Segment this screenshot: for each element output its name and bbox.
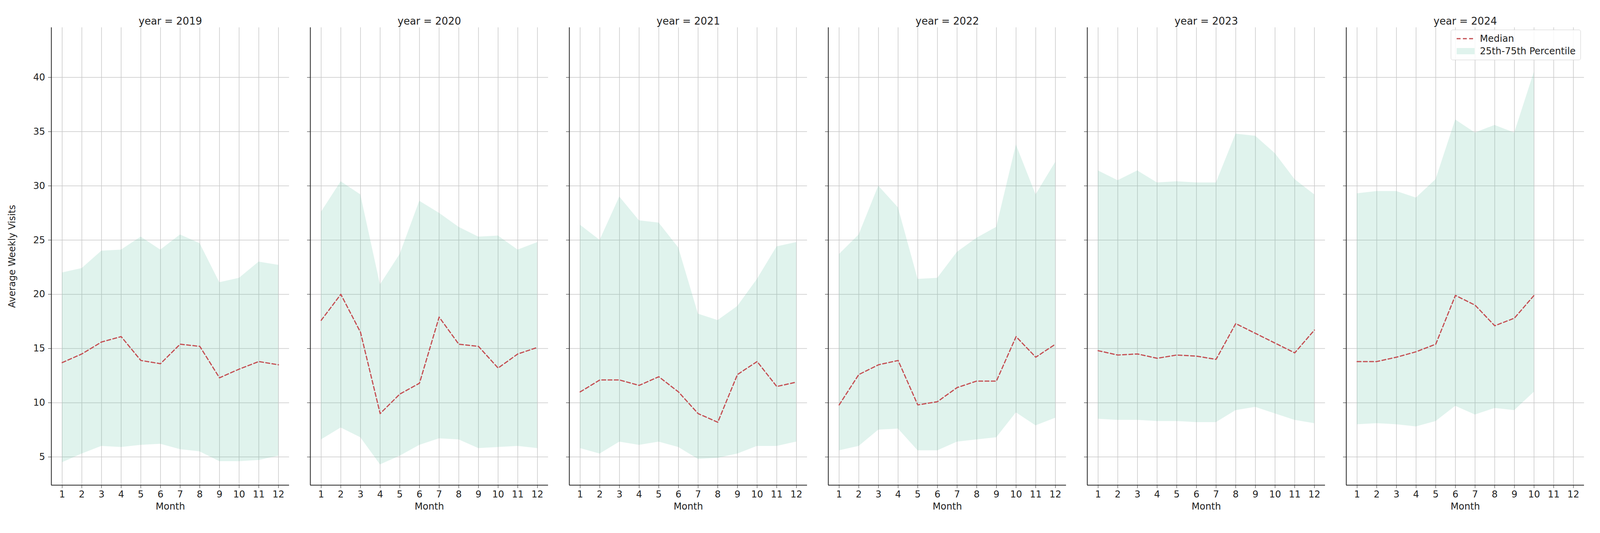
svg-text:12: 12: [272, 489, 285, 500]
svg-text:2: 2: [1114, 489, 1121, 500]
svg-text:5: 5: [137, 489, 144, 500]
svg-text:Month: Month: [932, 501, 962, 513]
svg-text:3: 3: [875, 489, 882, 500]
svg-text:6: 6: [934, 489, 941, 500]
svg-text:5: 5: [39, 451, 45, 463]
svg-text:Month: Month: [673, 501, 703, 513]
svg-text:2: 2: [1373, 489, 1380, 500]
svg-text:4: 4: [894, 489, 901, 500]
svg-text:3: 3: [98, 489, 105, 500]
svg-text:11: 11: [1547, 489, 1560, 500]
svg-text:1: 1: [317, 489, 324, 500]
svg-text:Month: Month: [1191, 501, 1221, 513]
svg-text:8: 8: [455, 489, 462, 500]
svg-text:Month: Month: [155, 501, 185, 513]
svg-text:4: 4: [1153, 489, 1160, 500]
svg-text:12: 12: [1308, 489, 1321, 500]
svg-text:7: 7: [176, 489, 183, 500]
svg-text:5: 5: [1173, 489, 1180, 500]
svg-text:7: 7: [694, 489, 701, 500]
svg-text:4: 4: [376, 489, 383, 500]
svg-text:2: 2: [78, 489, 85, 500]
svg-text:15: 15: [33, 342, 46, 354]
svg-text:9: 9: [734, 489, 741, 500]
html-text:25th-75th Percentile: 25th-75th Percentile: [1479, 45, 1576, 57]
svg-text:9: 9: [993, 489, 1000, 500]
svg-text:2: 2: [596, 489, 603, 500]
svg-text:10: 10: [1268, 489, 1281, 500]
svg-text:1: 1: [835, 489, 842, 500]
svg-text:Average Weekly Visits: Average Weekly Visits: [6, 204, 18, 308]
svg-text:7: 7: [1212, 489, 1219, 500]
svg-text:20: 20: [33, 288, 46, 300]
svg-text:year = 2023: year = 2023: [1174, 15, 1238, 27]
svg-text:4: 4: [1412, 489, 1419, 500]
svg-text:year = 2022: year = 2022: [915, 15, 979, 27]
svg-text:1: 1: [1094, 489, 1101, 500]
svg-text:3: 3: [357, 489, 364, 500]
svg-text:40: 40: [33, 71, 46, 83]
svg-text:9: 9: [216, 489, 223, 500]
svg-text:10: 10: [232, 489, 245, 500]
svg-text:25: 25: [33, 234, 46, 246]
svg-text:year = 2019: year = 2019: [138, 15, 202, 27]
svg-text:11: 11: [1288, 489, 1301, 500]
svg-text:10: 10: [491, 489, 504, 500]
svg-text:35: 35: [33, 126, 46, 138]
svg-text:10: 10: [33, 397, 46, 409]
svg-text:4: 4: [117, 489, 124, 500]
svg-text:6: 6: [1193, 489, 1200, 500]
svg-text:9: 9: [475, 489, 482, 500]
svg-text:10: 10: [750, 489, 763, 500]
svg-text:9: 9: [1511, 489, 1518, 500]
svg-text:12: 12: [790, 489, 803, 500]
svg-text:11: 11: [252, 489, 265, 500]
svg-text:8: 8: [1232, 489, 1239, 500]
svg-text:8: 8: [714, 489, 721, 500]
svg-text:5: 5: [1432, 489, 1439, 500]
svg-text:2: 2: [337, 489, 344, 500]
svg-text:12: 12: [1049, 489, 1062, 500]
svg-text:7: 7: [1471, 489, 1478, 500]
svg-text:11: 11: [1029, 489, 1042, 500]
svg-text:12: 12: [531, 489, 544, 500]
svg-text:11: 11: [511, 489, 524, 500]
svg-text:1: 1: [576, 489, 583, 500]
svg-text:8: 8: [196, 489, 203, 500]
svg-text:1: 1: [1353, 489, 1360, 500]
svg-text:year = 2020: year = 2020: [397, 15, 461, 27]
svg-text:year = 2021: year = 2021: [656, 15, 720, 27]
svg-text:9: 9: [1252, 489, 1259, 500]
svg-text:5: 5: [914, 489, 921, 500]
svg-text:10: 10: [1527, 489, 1540, 500]
svg-text:6: 6: [1452, 489, 1459, 500]
svg-text:10: 10: [1009, 489, 1022, 500]
svg-text:7: 7: [435, 489, 442, 500]
svg-text:8: 8: [1491, 489, 1498, 500]
svg-text:Month: Month: [414, 501, 444, 513]
svg-text:6: 6: [416, 489, 423, 500]
svg-text:5: 5: [655, 489, 662, 500]
html-text:Median: Median: [1479, 33, 1515, 45]
svg-text:3: 3: [616, 489, 623, 500]
svg-text:4: 4: [635, 489, 642, 500]
svg-text:year = 2024: year = 2024: [1433, 15, 1497, 27]
svg-text:12: 12: [1567, 489, 1580, 500]
svg-text:7: 7: [953, 489, 960, 500]
svg-text:3: 3: [1134, 489, 1141, 500]
svg-text:5: 5: [396, 489, 403, 500]
svg-text:6: 6: [675, 489, 682, 500]
svg-text:3: 3: [1393, 489, 1400, 500]
svg-text:Month: Month: [1450, 501, 1480, 513]
svg-text:11: 11: [770, 489, 783, 500]
svg-text:1: 1: [58, 489, 65, 500]
svg-text:30: 30: [33, 180, 46, 192]
svg-text:8: 8: [973, 489, 980, 500]
svg-text:6: 6: [157, 489, 164, 500]
svg-text:2: 2: [855, 489, 862, 500]
